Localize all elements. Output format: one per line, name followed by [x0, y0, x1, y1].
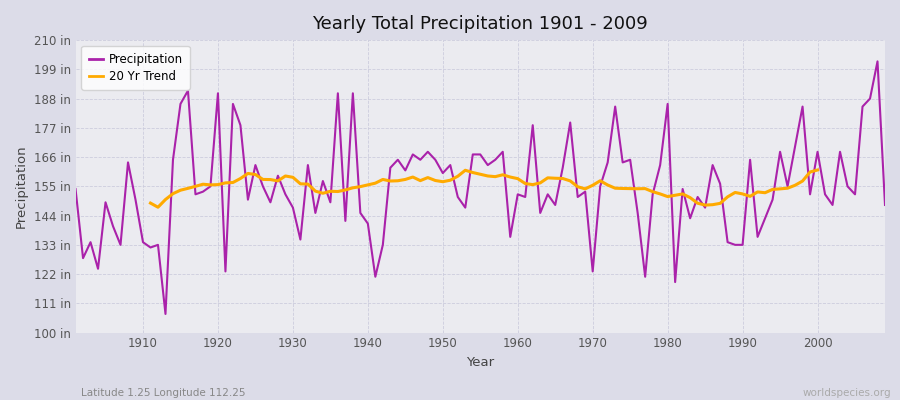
Line: Precipitation: Precipitation — [76, 61, 885, 314]
Precipitation — [160, 312, 171, 316]
Text: worldspecies.org: worldspecies.org — [803, 388, 891, 398]
Line: 20 Yr Trend: 20 Yr Trend — [150, 170, 817, 207]
20 Yr Trend — [617, 186, 628, 191]
Precipitation — [872, 59, 883, 64]
Precipitation — [512, 192, 523, 197]
Precipitation — [70, 187, 81, 192]
Precipitation — [879, 202, 890, 207]
X-axis label: Year: Year — [466, 356, 494, 369]
20 Yr Trend — [145, 201, 156, 206]
Precipitation — [610, 104, 621, 109]
20 Yr Trend — [242, 171, 253, 176]
Precipitation — [130, 197, 141, 202]
20 Yr Trend — [789, 183, 800, 188]
Legend: Precipitation, 20 Yr Trend: Precipitation, 20 Yr Trend — [81, 46, 190, 90]
Y-axis label: Precipitation: Precipitation — [15, 144, 28, 228]
20 Yr Trend — [722, 194, 733, 199]
Text: Latitude 1.25 Longitude 112.25: Latitude 1.25 Longitude 112.25 — [81, 388, 246, 398]
20 Yr Trend — [812, 168, 823, 172]
Precipitation — [347, 91, 358, 96]
Title: Yearly Total Precipitation 1901 - 2009: Yearly Total Precipitation 1901 - 2009 — [312, 15, 648, 33]
20 Yr Trend — [355, 184, 365, 189]
Precipitation — [302, 163, 313, 168]
Precipitation — [520, 194, 531, 199]
20 Yr Trend — [153, 205, 164, 210]
20 Yr Trend — [707, 202, 718, 207]
